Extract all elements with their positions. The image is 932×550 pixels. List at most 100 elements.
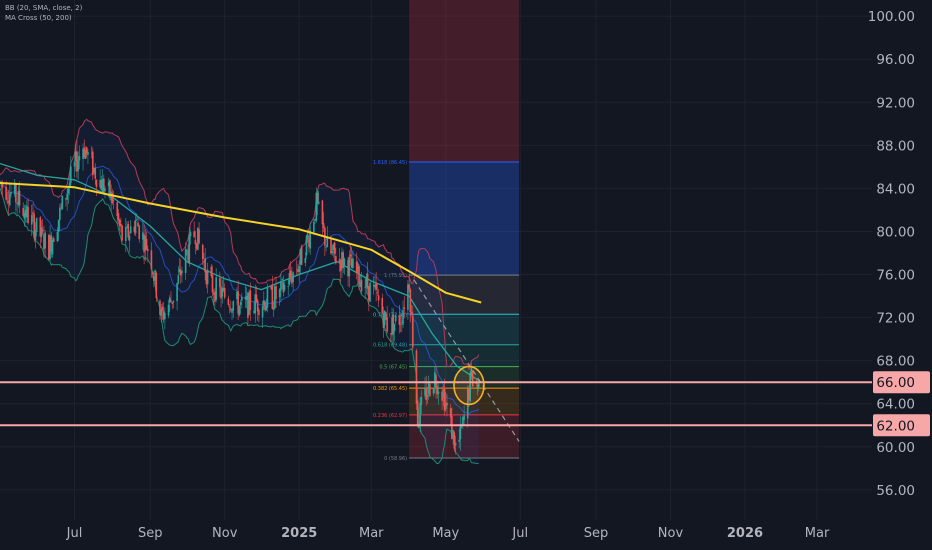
candle-body xyxy=(475,383,478,385)
candle-body xyxy=(85,147,88,154)
candle-body xyxy=(442,389,445,398)
candle-body xyxy=(272,307,275,310)
candle-body xyxy=(142,232,144,240)
candle-body xyxy=(245,295,248,300)
candle-body xyxy=(476,385,479,388)
candle-body xyxy=(40,227,43,237)
candle-body xyxy=(391,317,393,336)
candle xyxy=(111,189,114,205)
price-tick-label: 60.00 xyxy=(876,440,915,456)
candle-body xyxy=(111,193,114,203)
candle-body xyxy=(189,232,192,237)
time-tick-label: Jul xyxy=(511,526,528,541)
candle xyxy=(382,306,385,338)
candle xyxy=(128,231,131,253)
candle xyxy=(179,259,182,284)
candle-body xyxy=(15,184,17,203)
candle xyxy=(112,190,115,210)
legend-ma-cross[interactable]: MA Cross (50, 200) xyxy=(5,14,72,22)
candle-body xyxy=(215,277,217,300)
candle-body xyxy=(375,282,377,290)
candle-body xyxy=(219,278,221,288)
candle-body xyxy=(203,261,205,263)
candle xyxy=(415,348,418,411)
candle-body xyxy=(150,250,153,270)
candle-body xyxy=(275,286,277,300)
candle xyxy=(398,304,401,334)
candle-body xyxy=(32,212,34,215)
candle xyxy=(161,302,164,320)
candle-body xyxy=(377,295,380,301)
time-axis-background xyxy=(0,520,872,550)
candle xyxy=(339,258,342,282)
candle-body xyxy=(321,200,324,225)
candle xyxy=(403,296,406,319)
candle-body xyxy=(382,313,385,329)
candle xyxy=(57,219,60,242)
fib-zone xyxy=(409,344,520,367)
candle-body xyxy=(394,315,397,322)
candle-body xyxy=(278,289,281,298)
candle-body xyxy=(408,284,410,290)
candle-body xyxy=(117,213,120,221)
candle xyxy=(150,242,153,278)
candle xyxy=(24,204,27,223)
candle-body xyxy=(342,252,344,269)
candle-body xyxy=(181,270,183,274)
candle xyxy=(386,306,388,334)
candlesticks xyxy=(0,139,480,455)
candle xyxy=(283,281,286,293)
candle xyxy=(116,200,119,225)
candle-body xyxy=(390,333,392,334)
candle-body xyxy=(471,370,474,387)
candle xyxy=(27,198,29,225)
candle-body xyxy=(331,250,333,254)
candle xyxy=(399,314,402,333)
candle xyxy=(133,220,136,236)
candle xyxy=(15,182,17,212)
candle xyxy=(211,265,214,297)
candle-body xyxy=(76,151,78,172)
candle-body xyxy=(386,317,388,332)
candle xyxy=(357,260,359,285)
candle-body xyxy=(238,305,241,316)
candle xyxy=(95,179,98,196)
candle-body xyxy=(74,151,77,162)
candle xyxy=(253,301,255,315)
legend-bollinger[interactable]: BB (20, SMA, close, 2) xyxy=(5,4,83,12)
candle-body xyxy=(343,258,346,266)
candle xyxy=(247,291,249,326)
candle xyxy=(90,146,93,159)
candle xyxy=(437,383,440,405)
candle-body xyxy=(188,234,191,264)
time-tick-label: 2026 xyxy=(727,526,763,541)
candle-body xyxy=(287,286,290,288)
candle xyxy=(189,229,192,245)
grid xyxy=(0,0,872,520)
candle xyxy=(368,285,370,312)
candle xyxy=(317,191,320,206)
candle-body xyxy=(433,372,436,387)
candle xyxy=(197,227,199,251)
fib-zone-top xyxy=(409,0,520,163)
candle-body xyxy=(177,275,180,284)
candle xyxy=(470,362,473,380)
candle xyxy=(281,277,283,289)
candle xyxy=(304,252,307,267)
candle-body xyxy=(253,310,255,313)
candle-body xyxy=(49,235,51,260)
candle-body xyxy=(435,374,437,388)
candle xyxy=(391,307,393,342)
candle xyxy=(61,195,64,210)
candle-body xyxy=(228,307,231,308)
candle-body xyxy=(270,287,272,289)
candle-body xyxy=(33,214,35,239)
candle-body xyxy=(330,238,332,254)
price-tick-label: 76.00 xyxy=(876,268,915,284)
fib-level-label: 1.618 (86.45) xyxy=(373,160,407,166)
candle-body xyxy=(162,311,165,320)
candle xyxy=(364,278,366,299)
candle-body xyxy=(392,314,395,335)
candle xyxy=(206,262,209,294)
